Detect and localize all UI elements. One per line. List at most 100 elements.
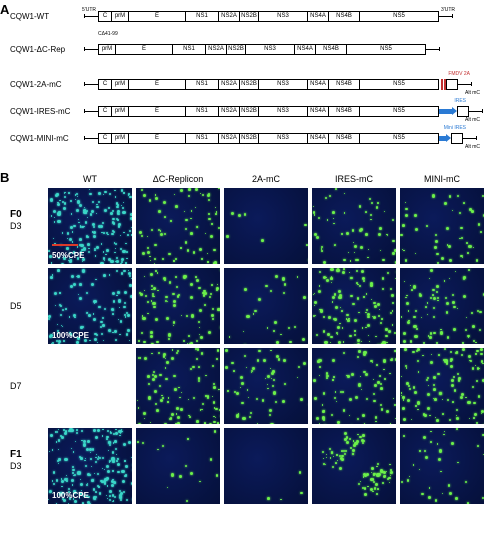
- signal-dot: [482, 379, 484, 382]
- signal-dot: [76, 276, 77, 277]
- segment-e: E: [128, 11, 186, 22]
- signal-dot: [79, 238, 82, 241]
- signal-dot: [96, 213, 97, 214]
- micrograph-tile: [312, 348, 396, 424]
- panel-a: A CQW1-WT5'UTRCprMENS1NS2ANS2BNS3NS4ANS4…: [0, 2, 500, 155]
- signal-dot: [56, 340, 58, 342]
- cpe-label: 100%CPE: [52, 331, 89, 340]
- signal-dot: [402, 407, 405, 410]
- signal-dot: [87, 440, 90, 443]
- signal-dot: [172, 349, 173, 350]
- signal-dot: [129, 340, 130, 341]
- signal-dot: [265, 285, 268, 288]
- signal-dot: [476, 350, 478, 352]
- panel-b-grid: WTΔC-Replicon2A-mCIRES-mCMINI-mCD350%CPE…: [10, 174, 490, 504]
- signal-dot: [463, 202, 465, 204]
- signal-dot: [56, 479, 58, 481]
- signal-dot: [359, 436, 361, 438]
- signal-dot: [204, 292, 207, 295]
- signal-dot: [452, 294, 454, 296]
- signal-dot: [82, 269, 85, 272]
- signal-dot: [149, 199, 152, 202]
- fmdv-label: FMDV 2A: [448, 71, 470, 77]
- signal-dot: [64, 458, 67, 461]
- signal-dot: [278, 358, 280, 360]
- segment-prm: prM: [111, 11, 129, 22]
- five-prime-utr: [84, 111, 98, 112]
- signal-dot: [343, 341, 344, 342]
- signal-dot: [437, 373, 440, 376]
- signal-dot: [141, 235, 143, 237]
- micrograph-tile: [400, 348, 484, 424]
- tile-background: [224, 348, 308, 424]
- signal-dot: [169, 281, 171, 283]
- signal-dot: [170, 417, 172, 419]
- signal-dot: [103, 194, 104, 195]
- signal-dot: [87, 243, 90, 246]
- signal-dot: [251, 372, 252, 373]
- signal-dot: [394, 332, 396, 334]
- signal-dot: [147, 301, 149, 303]
- signal-dot: [102, 317, 104, 319]
- signal-dot: [400, 234, 402, 236]
- signal-dot: [126, 251, 128, 253]
- signal-dot: [176, 407, 179, 410]
- row-header: D7: [10, 381, 44, 391]
- signal-dot: [112, 313, 114, 315]
- signal-dot: [383, 359, 386, 362]
- signal-dot: [117, 471, 119, 473]
- generation-label: F1: [10, 449, 22, 460]
- signal-dot: [468, 355, 471, 358]
- signal-dot: [376, 493, 378, 495]
- signal-dot: [112, 309, 114, 311]
- signal-dot: [147, 313, 148, 314]
- signal-dot: [451, 379, 454, 382]
- signal-dot: [68, 192, 70, 194]
- signal-dot: [348, 252, 349, 253]
- signal-dot: [432, 194, 435, 197]
- signal-dot: [300, 398, 303, 401]
- signal-dot: [57, 202, 58, 203]
- signal-dot: [64, 196, 66, 198]
- segment-ns3: NS3: [258, 133, 308, 144]
- signal-dot: [177, 295, 179, 297]
- signal-dot: [57, 212, 60, 215]
- signal-dot: [457, 195, 459, 197]
- signal-dot: [231, 362, 233, 364]
- signal-dot: [337, 326, 340, 329]
- segment-ns2a: NS2A: [218, 79, 240, 90]
- altmc-label: Alt mC: [465, 90, 480, 96]
- segment-ns1: NS1: [185, 11, 219, 22]
- signal-dot: [363, 296, 364, 297]
- signal-dot: [333, 376, 335, 378]
- signal-dot: [173, 375, 175, 377]
- signal-dot: [123, 270, 126, 273]
- signal-dot: [363, 280, 365, 282]
- signal-dot: [356, 282, 358, 284]
- micrograph-tile: 100%CPE: [48, 428, 132, 504]
- signal-dot: [425, 456, 428, 459]
- signal-dot: [77, 200, 80, 203]
- segment-ns4b: NS4B: [328, 11, 360, 22]
- signal-dot: [314, 397, 316, 399]
- signal-dot: [458, 377, 461, 380]
- signal-dot: [434, 398, 437, 401]
- column-header: IRES-mC: [312, 174, 396, 184]
- signal-dot: [272, 370, 275, 373]
- column-header: 2A-mC: [224, 174, 308, 184]
- signal-dot: [175, 423, 177, 424]
- signal-dot: [407, 399, 410, 402]
- micrograph-tile: 100%CPE: [48, 268, 132, 344]
- signal-dot: [173, 300, 176, 303]
- signal-dot: [426, 379, 428, 381]
- signal-dot: [215, 213, 217, 215]
- signal-dot: [303, 362, 306, 365]
- signal-dot: [218, 389, 219, 390]
- signal-dot: [313, 379, 316, 382]
- signal-dot: [435, 240, 438, 243]
- ires-arrow: [439, 109, 457, 114]
- signal-dot: [343, 259, 345, 261]
- signal-dot: [150, 335, 153, 338]
- signal-dot: [342, 391, 344, 393]
- segment-ns5: NS5: [346, 44, 426, 55]
